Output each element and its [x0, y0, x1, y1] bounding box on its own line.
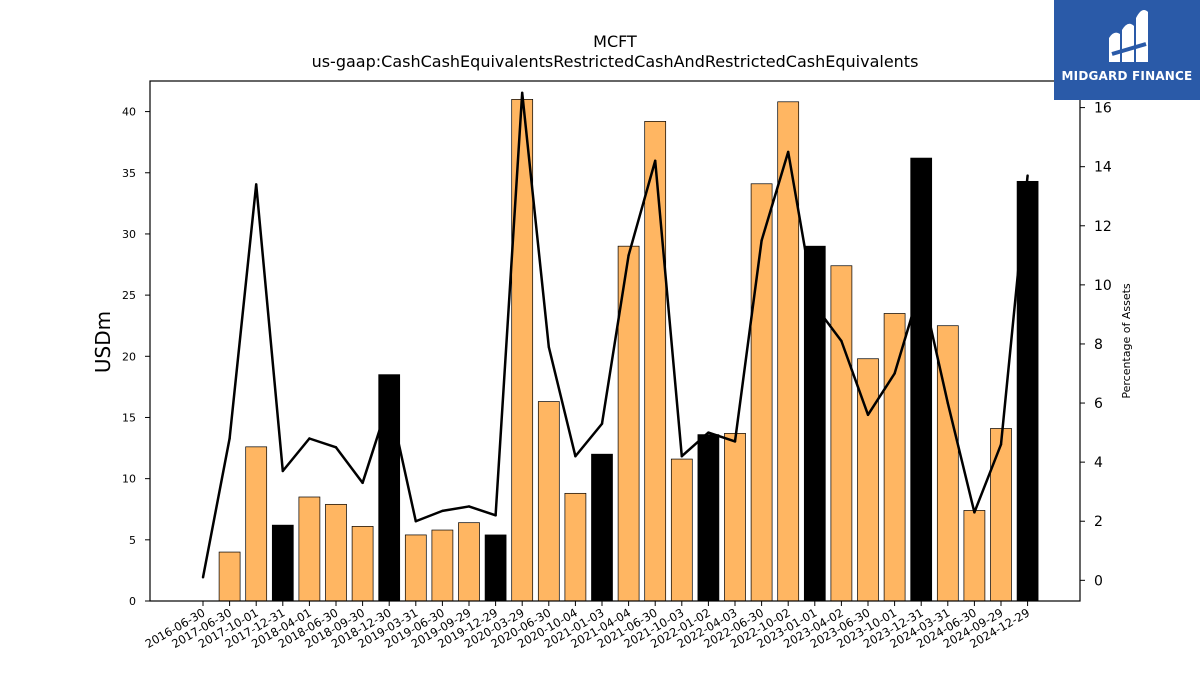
y-tick-label: 30 — [122, 228, 136, 241]
line-point-2018-12-30 — [388, 398, 391, 402]
line-point-2017-12-31 — [281, 469, 284, 473]
line-point-2019-12-29 — [494, 514, 497, 517]
bar-2020-10-04 — [564, 492, 587, 602]
chart-subtitle: us-gaap:CashCashEquivalentsRestrictedCas… — [311, 52, 919, 71]
line-point-2018-06-30 — [334, 446, 338, 449]
y2-tick-label: 8 — [1094, 337, 1103, 353]
bar-2018-12-30 — [378, 374, 401, 602]
y2-tick-label: 10 — [1094, 278, 1112, 294]
line-point-2022-01-02 — [707, 431, 710, 434]
line-point-2017-10-01 — [255, 183, 258, 186]
line-point-2018-09-30 — [361, 481, 364, 485]
y-tick-label: 10 — [122, 473, 136, 486]
line-point-2021-06-30 — [654, 159, 657, 162]
line-point-2022-06-30 — [760, 239, 763, 242]
bar-2024-06-30 — [963, 510, 986, 602]
y2-tick-label: 12 — [1094, 219, 1112, 235]
bar-2019-06-30 — [431, 529, 454, 602]
bar-2023-10-01 — [883, 313, 906, 602]
line-point-2023-04-02 — [840, 339, 843, 343]
line-point-2022-04-03 — [733, 440, 737, 443]
y-axis-label: USDm — [91, 311, 115, 373]
bar-2018-06-30 — [325, 503, 347, 602]
y2-tick-label: 16 — [1094, 101, 1112, 117]
line-point-2024-06-30 — [973, 511, 976, 514]
line-point-2021-10-03 — [680, 455, 683, 458]
bar-2021-06-30 — [644, 121, 667, 602]
bar-2019-03-31 — [404, 534, 427, 602]
bar-2024-09-29 — [990, 428, 1012, 602]
bar-2022-01-02 — [697, 434, 720, 602]
line-point-2019-03-31 — [414, 520, 417, 523]
y-axis-left: 0 5 10 15 20 25 30 35 40 — [122, 106, 150, 608]
y-tick-label: 5 — [129, 534, 136, 547]
y-tick-label: 35 — [122, 167, 136, 180]
bar-2019-12-29 — [484, 534, 507, 602]
line-point-2016-06-30 — [201, 576, 205, 579]
plot-frame — [149, 80, 1081, 602]
y2-tick-label: 4 — [1094, 455, 1103, 471]
line-point-2019-06-30 — [441, 509, 444, 513]
bar-2020-06-30 — [537, 401, 560, 602]
percentage-line — [201, 91, 1029, 578]
line-point-2017-06-30 — [228, 437, 231, 440]
line-point-2020-10-04 — [574, 455, 577, 458]
line-point-2022-10-02 — [787, 150, 790, 154]
bar-2019-09-29 — [458, 522, 480, 602]
line-point-2020-03-29 — [521, 91, 524, 95]
bar-2021-10-03 — [670, 458, 693, 602]
y2-axis-label: Percentage of Assets — [1120, 283, 1133, 399]
logo: MIDGARD FINANCE — [1054, 0, 1200, 100]
bar-2023-12-31 — [910, 157, 933, 602]
line-point-2023-10-01 — [893, 372, 896, 375]
bar-2018-09-30 — [351, 526, 374, 602]
line-point-2023-12-31 — [920, 283, 923, 287]
bar-2017-12-31 — [271, 524, 294, 602]
line-point-2024-03-31 — [946, 401, 949, 405]
bar-2022-04-03 — [724, 433, 746, 602]
y-tick-label: 20 — [122, 350, 136, 363]
bar-2017-06-30 — [218, 551, 241, 602]
line-series — [201, 91, 1029, 579]
bar-2023-04-02 — [830, 265, 853, 602]
logo-text: MIDGARD FINANCE — [1061, 69, 1193, 83]
y-tick-label: 15 — [122, 411, 136, 424]
logo-mark-icon — [1109, 10, 1148, 62]
bar-2017-10-01 — [245, 446, 268, 602]
bar-series — [218, 98, 1039, 602]
y2-tick-label: 14 — [1094, 160, 1112, 176]
line-point-2024-12-29 — [1026, 174, 1029, 177]
line-point-2023-01-01 — [813, 304, 816, 307]
y2-tick-label: 6 — [1094, 396, 1103, 412]
chart-title: MCFT — [593, 32, 637, 51]
y2-tick-label: 2 — [1094, 514, 1103, 530]
bar-2018-04-01 — [298, 496, 321, 602]
y-tick-label: 40 — [122, 106, 136, 119]
line-point-2023-06-30 — [866, 413, 870, 417]
y-tick-label: 25 — [122, 289, 136, 302]
y-tick-label: 0 — [129, 595, 136, 608]
line-point-2021-04-04 — [627, 254, 630, 257]
line-point-2021-01-03 — [600, 422, 604, 425]
y-axis-right: 0 2 4 6 8 10 12 14 16 — [1080, 101, 1112, 589]
line-point-2018-04-01 — [308, 437, 311, 440]
bar-2021-01-03 — [591, 453, 613, 602]
line-point-2024-09-29 — [999, 443, 1003, 446]
y2-tick-label: 0 — [1094, 573, 1103, 589]
x-axis: 2016-06-302017-06-302017-10-012017-12-31… — [143, 601, 1032, 651]
line-point-2019-09-29 — [467, 505, 471, 508]
line-point-2020-06-30 — [547, 345, 550, 349]
